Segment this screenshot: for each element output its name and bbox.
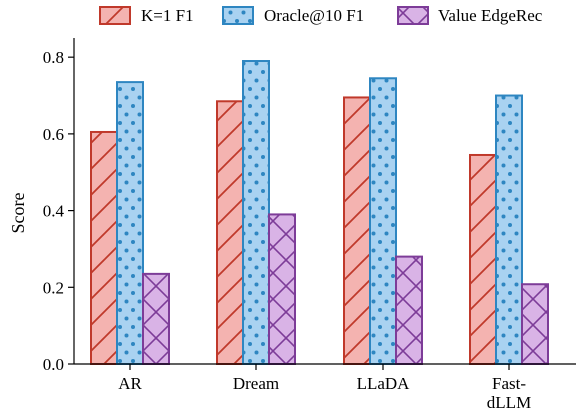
- bar-oracle-10-f1-3: [495, 94, 523, 365]
- legend-swatch-0: [99, 6, 131, 25]
- y-tick-label: 0.2: [43, 278, 64, 297]
- x-tick-label: AR: [118, 374, 142, 393]
- bar-oracle-10-f1-0: [116, 81, 144, 365]
- legend-swatch-1: [222, 6, 254, 25]
- y-tick-label: 0.4: [43, 202, 65, 221]
- bar-k-1-f1-0: [90, 130, 118, 365]
- y-tick-label: 0.6: [43, 125, 64, 144]
- axes-group: 0.0 0.2 0.4 0.6 0.8 AR Dream LLaDA Fast-dLLM Scor…: [8, 38, 576, 412]
- legend-label-0: K=1 F1: [141, 6, 194, 25]
- bar-value-edgerec-2: [395, 255, 423, 365]
- y-axis-label: Score: [8, 192, 28, 233]
- legend: K=1 F1 Oracle@10 F1 Value EdgeRec: [99, 6, 543, 25]
- bar-oracle-10-f1-2: [369, 77, 397, 365]
- y-tick-label: 0.8: [43, 48, 64, 67]
- bar-value-edgerec-0: [142, 272, 170, 365]
- legend-label-2: Value EdgeRec: [438, 6, 543, 25]
- bar-value-edgerec-3: [521, 283, 549, 366]
- legend-swatch-2: [397, 6, 429, 25]
- legend-label-1: Oracle@10 F1: [264, 6, 364, 25]
- x-tick-label: Fast-dLLM: [487, 374, 531, 412]
- bar-k-1-f1-2: [343, 96, 371, 366]
- bar-oracle-10-f1-1: [242, 60, 270, 365]
- x-tick-label: LLaDA: [357, 374, 411, 393]
- bar-k-1-f1-1: [216, 100, 244, 366]
- x-tick-label: Dream: [233, 374, 279, 393]
- bar-value-edgerec-1: [268, 213, 296, 365]
- bars-group: [90, 60, 549, 366]
- bar-k-1-f1-3: [469, 153, 497, 365]
- y-tick-label: 0.0: [43, 355, 64, 374]
